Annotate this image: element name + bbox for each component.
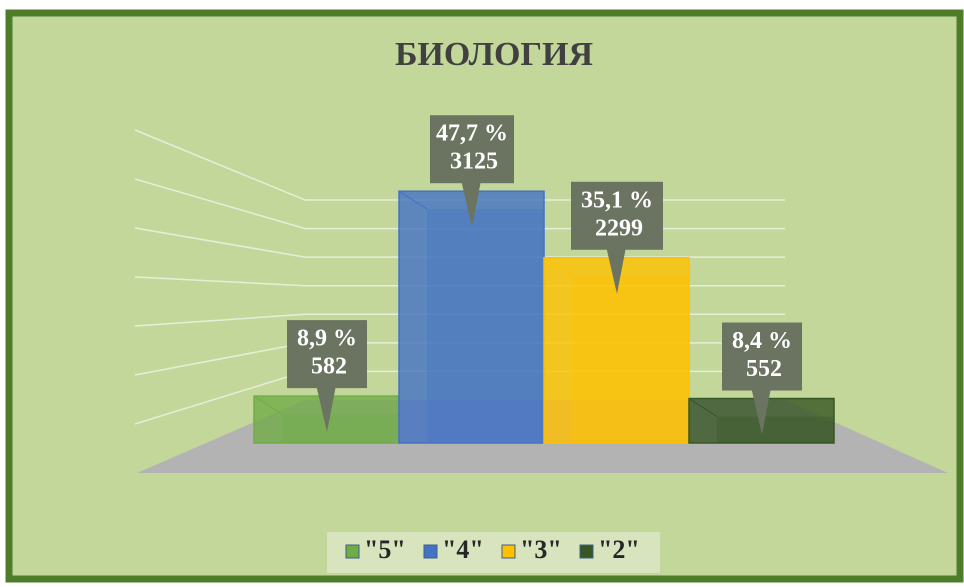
callout-box — [571, 181, 663, 250]
bar-edge — [253, 395, 283, 415]
percent-label: 8,9 % — [297, 326, 357, 352]
data-label: 2299 — [595, 215, 643, 241]
legend-label: "2" — [598, 535, 640, 564]
callout-pointer — [750, 382, 772, 435]
legend-label: "4" — [442, 535, 484, 564]
legend-swatch — [345, 544, 360, 559]
bar — [398, 190, 545, 444]
callout-pointer — [460, 175, 482, 228]
legend-swatch — [501, 544, 516, 559]
legend-label: "5" — [364, 535, 406, 564]
legend-swatch — [579, 544, 594, 559]
chart-title: БИОЛОГИЯ — [395, 36, 593, 73]
percent-label: 35,1 % — [581, 187, 653, 213]
data-label: 3125 — [450, 149, 498, 175]
bar-edge — [543, 257, 573, 277]
callout-pointer — [315, 380, 337, 433]
legend-label: "3" — [520, 535, 562, 564]
callout-pointer — [605, 241, 627, 294]
callout-box — [430, 115, 514, 184]
percent-label: 8,4 % — [732, 328, 792, 354]
callout-box — [722, 322, 802, 391]
legend — [327, 532, 660, 573]
bar-edge — [688, 398, 718, 417]
data-label: 552 — [746, 356, 782, 382]
percent-label: 47,7 % — [436, 121, 508, 147]
legend-swatch — [423, 544, 438, 559]
data-label: 582 — [311, 354, 347, 380]
bar-edge — [398, 190, 428, 210]
callout-box — [287, 320, 367, 389]
